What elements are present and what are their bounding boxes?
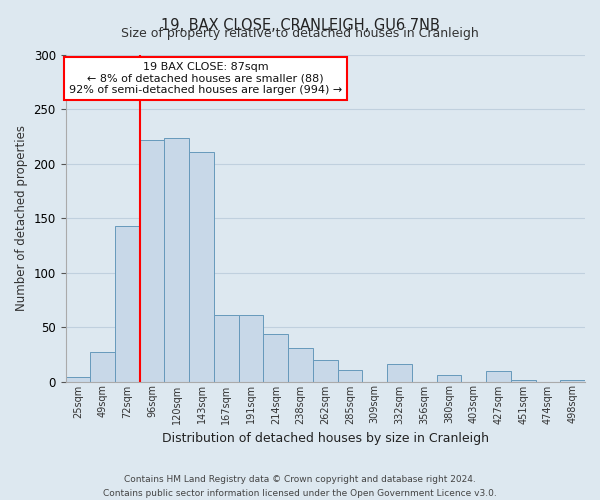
Bar bbox=[313, 360, 338, 382]
X-axis label: Distribution of detached houses by size in Cranleigh: Distribution of detached houses by size … bbox=[162, 432, 489, 445]
Bar bbox=[65, 377, 90, 382]
Bar bbox=[511, 380, 536, 382]
Bar bbox=[214, 315, 239, 382]
Text: 19, BAX CLOSE, CRANLEIGH, GU6 7NB: 19, BAX CLOSE, CRANLEIGH, GU6 7NB bbox=[161, 18, 439, 32]
Bar bbox=[560, 380, 585, 382]
Text: Size of property relative to detached houses in Cranleigh: Size of property relative to detached ho… bbox=[121, 28, 479, 40]
Bar bbox=[338, 370, 362, 382]
Bar bbox=[486, 370, 511, 382]
Bar bbox=[263, 334, 288, 382]
Bar bbox=[164, 138, 189, 382]
Bar bbox=[90, 352, 115, 382]
Bar bbox=[387, 364, 412, 382]
Bar bbox=[189, 152, 214, 382]
Bar bbox=[115, 226, 140, 382]
Bar bbox=[288, 348, 313, 382]
Text: Contains HM Land Registry data © Crown copyright and database right 2024.
Contai: Contains HM Land Registry data © Crown c… bbox=[103, 476, 497, 498]
Bar bbox=[239, 315, 263, 382]
Bar bbox=[140, 140, 164, 382]
Bar bbox=[437, 375, 461, 382]
Text: 19 BAX CLOSE: 87sqm
← 8% of detached houses are smaller (88)
92% of semi-detache: 19 BAX CLOSE: 87sqm ← 8% of detached hou… bbox=[69, 62, 343, 94]
Y-axis label: Number of detached properties: Number of detached properties bbox=[15, 126, 28, 312]
